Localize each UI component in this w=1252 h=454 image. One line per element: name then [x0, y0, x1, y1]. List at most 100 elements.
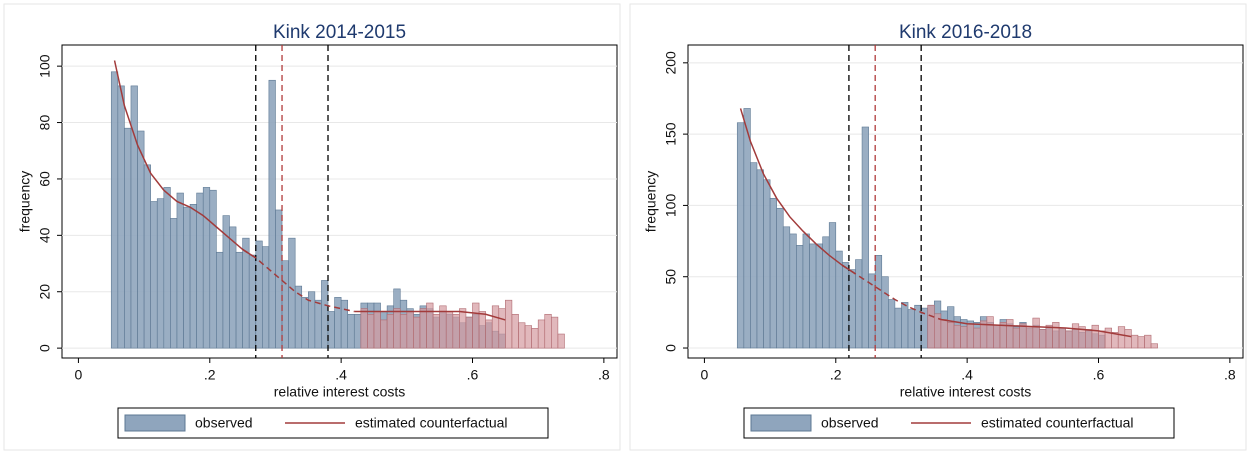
histogram-bar	[1058, 327, 1066, 349]
histogram-bar	[855, 259, 863, 349]
histogram-bar	[822, 236, 830, 349]
legend-swatch	[750, 414, 812, 432]
histogram-bar	[301, 297, 309, 349]
histogram-bar	[848, 269, 856, 349]
chart-title: Kink 2014-2015	[273, 22, 406, 43]
histogram-bar	[763, 179, 771, 349]
y-tick-label: 50	[663, 269, 679, 285]
histogram-bar	[242, 237, 250, 349]
histogram-bar	[999, 322, 1007, 349]
histogram-bar	[255, 240, 263, 349]
histogram-bar	[511, 313, 519, 349]
histogram-bar	[413, 316, 421, 349]
histogram-bar	[452, 313, 460, 349]
histogram-bar	[1006, 319, 1014, 349]
histogram-bar	[861, 126, 869, 349]
histogram-bar	[1025, 326, 1034, 349]
histogram-bar	[268, 79, 276, 349]
histogram-bar	[426, 302, 434, 349]
histogram-bar	[209, 189, 217, 349]
histogram-bar	[288, 237, 296, 349]
y-axis-label: frequency	[17, 171, 33, 232]
histogram-bar	[1071, 323, 1080, 349]
histogram-bar	[531, 328, 539, 349]
histogram-bar	[124, 127, 132, 349]
y-tick-label: 20	[37, 284, 53, 300]
histogram-bar	[117, 85, 125, 349]
histogram-bar	[367, 313, 375, 349]
histogram-bar	[518, 322, 526, 349]
histogram-bar	[334, 297, 342, 349]
histogram-bar	[235, 251, 243, 349]
histogram-bar	[796, 245, 804, 349]
histogram-bar	[1117, 326, 1126, 349]
histogram-bar	[281, 260, 289, 349]
histogram-bar	[551, 316, 559, 349]
histogram-bar	[156, 198, 165, 349]
histogram-bar	[789, 233, 797, 349]
histogram-bar	[1052, 322, 1060, 349]
histogram-bar	[143, 164, 151, 349]
histogram-bar	[1045, 324, 1053, 349]
histogram-bar	[459, 308, 467, 349]
histogram-bar	[835, 250, 843, 349]
x-tick-label: .6	[467, 367, 479, 383]
histogram-bar	[736, 122, 745, 349]
counterfactual-line	[242, 248, 355, 313]
counterfactual-line	[113, 60, 257, 259]
histogram-bar	[769, 197, 777, 349]
histogram-bar	[485, 319, 493, 349]
histogram-bar	[327, 311, 335, 349]
x-tick-label: .2	[204, 367, 216, 383]
histogram-bar	[1098, 330, 1106, 349]
histogram-bar	[940, 319, 948, 349]
x-tick-label: 0	[701, 367, 709, 383]
histogram-bar	[537, 319, 546, 349]
histogram-bar	[491, 305, 500, 349]
histogram-bar	[465, 316, 473, 349]
histogram-bar	[1150, 343, 1158, 349]
histogram-bar	[170, 218, 178, 349]
histogram-bar	[1131, 334, 1139, 349]
histogram-bar	[1091, 324, 1099, 349]
x-axis-label: relative interest costs	[900, 384, 1032, 400]
histogram-bar	[478, 311, 486, 349]
histogram-bar	[828, 222, 837, 349]
x-tick-label: .8	[598, 367, 610, 383]
histogram-bar	[973, 327, 981, 349]
histogram-bar	[419, 308, 427, 349]
histogram-bar	[321, 280, 329, 349]
histogram-bar	[380, 319, 388, 349]
histogram-bar	[216, 251, 224, 349]
histogram-bar	[986, 316, 994, 349]
histogram-bar	[750, 162, 758, 349]
histogram-bar	[776, 207, 784, 349]
histogram-bar	[888, 299, 896, 349]
histogram-bar	[373, 311, 381, 349]
histogram-bar	[393, 308, 401, 349]
x-tick-label: 0	[75, 367, 83, 383]
histogram-bar	[498, 308, 506, 349]
histogram-bar	[927, 304, 935, 349]
histogram-bar	[802, 233, 810, 349]
histogram-bar	[196, 192, 204, 349]
histogram-bar	[130, 85, 138, 349]
histogram-bar	[1012, 327, 1020, 349]
y-tick-label: 60	[37, 171, 53, 187]
histogram-bar	[960, 326, 968, 349]
histogram-bar	[756, 169, 764, 349]
histogram-bar	[262, 246, 270, 349]
y-tick-label: 100	[663, 194, 679, 218]
counterfactual-line	[739, 108, 856, 275]
histogram-bar	[314, 299, 322, 349]
histogram-bar	[524, 325, 532, 349]
histogram-bar	[953, 324, 961, 349]
legend-swatch	[124, 414, 186, 432]
counterfactual-line	[841, 264, 942, 321]
x-axis-label: relative interest costs	[274, 384, 406, 400]
histogram-bar	[353, 313, 362, 349]
y-tick-label: 200	[663, 51, 679, 75]
histogram-bar	[1019, 323, 1027, 349]
y-tick-label: 150	[663, 122, 679, 146]
